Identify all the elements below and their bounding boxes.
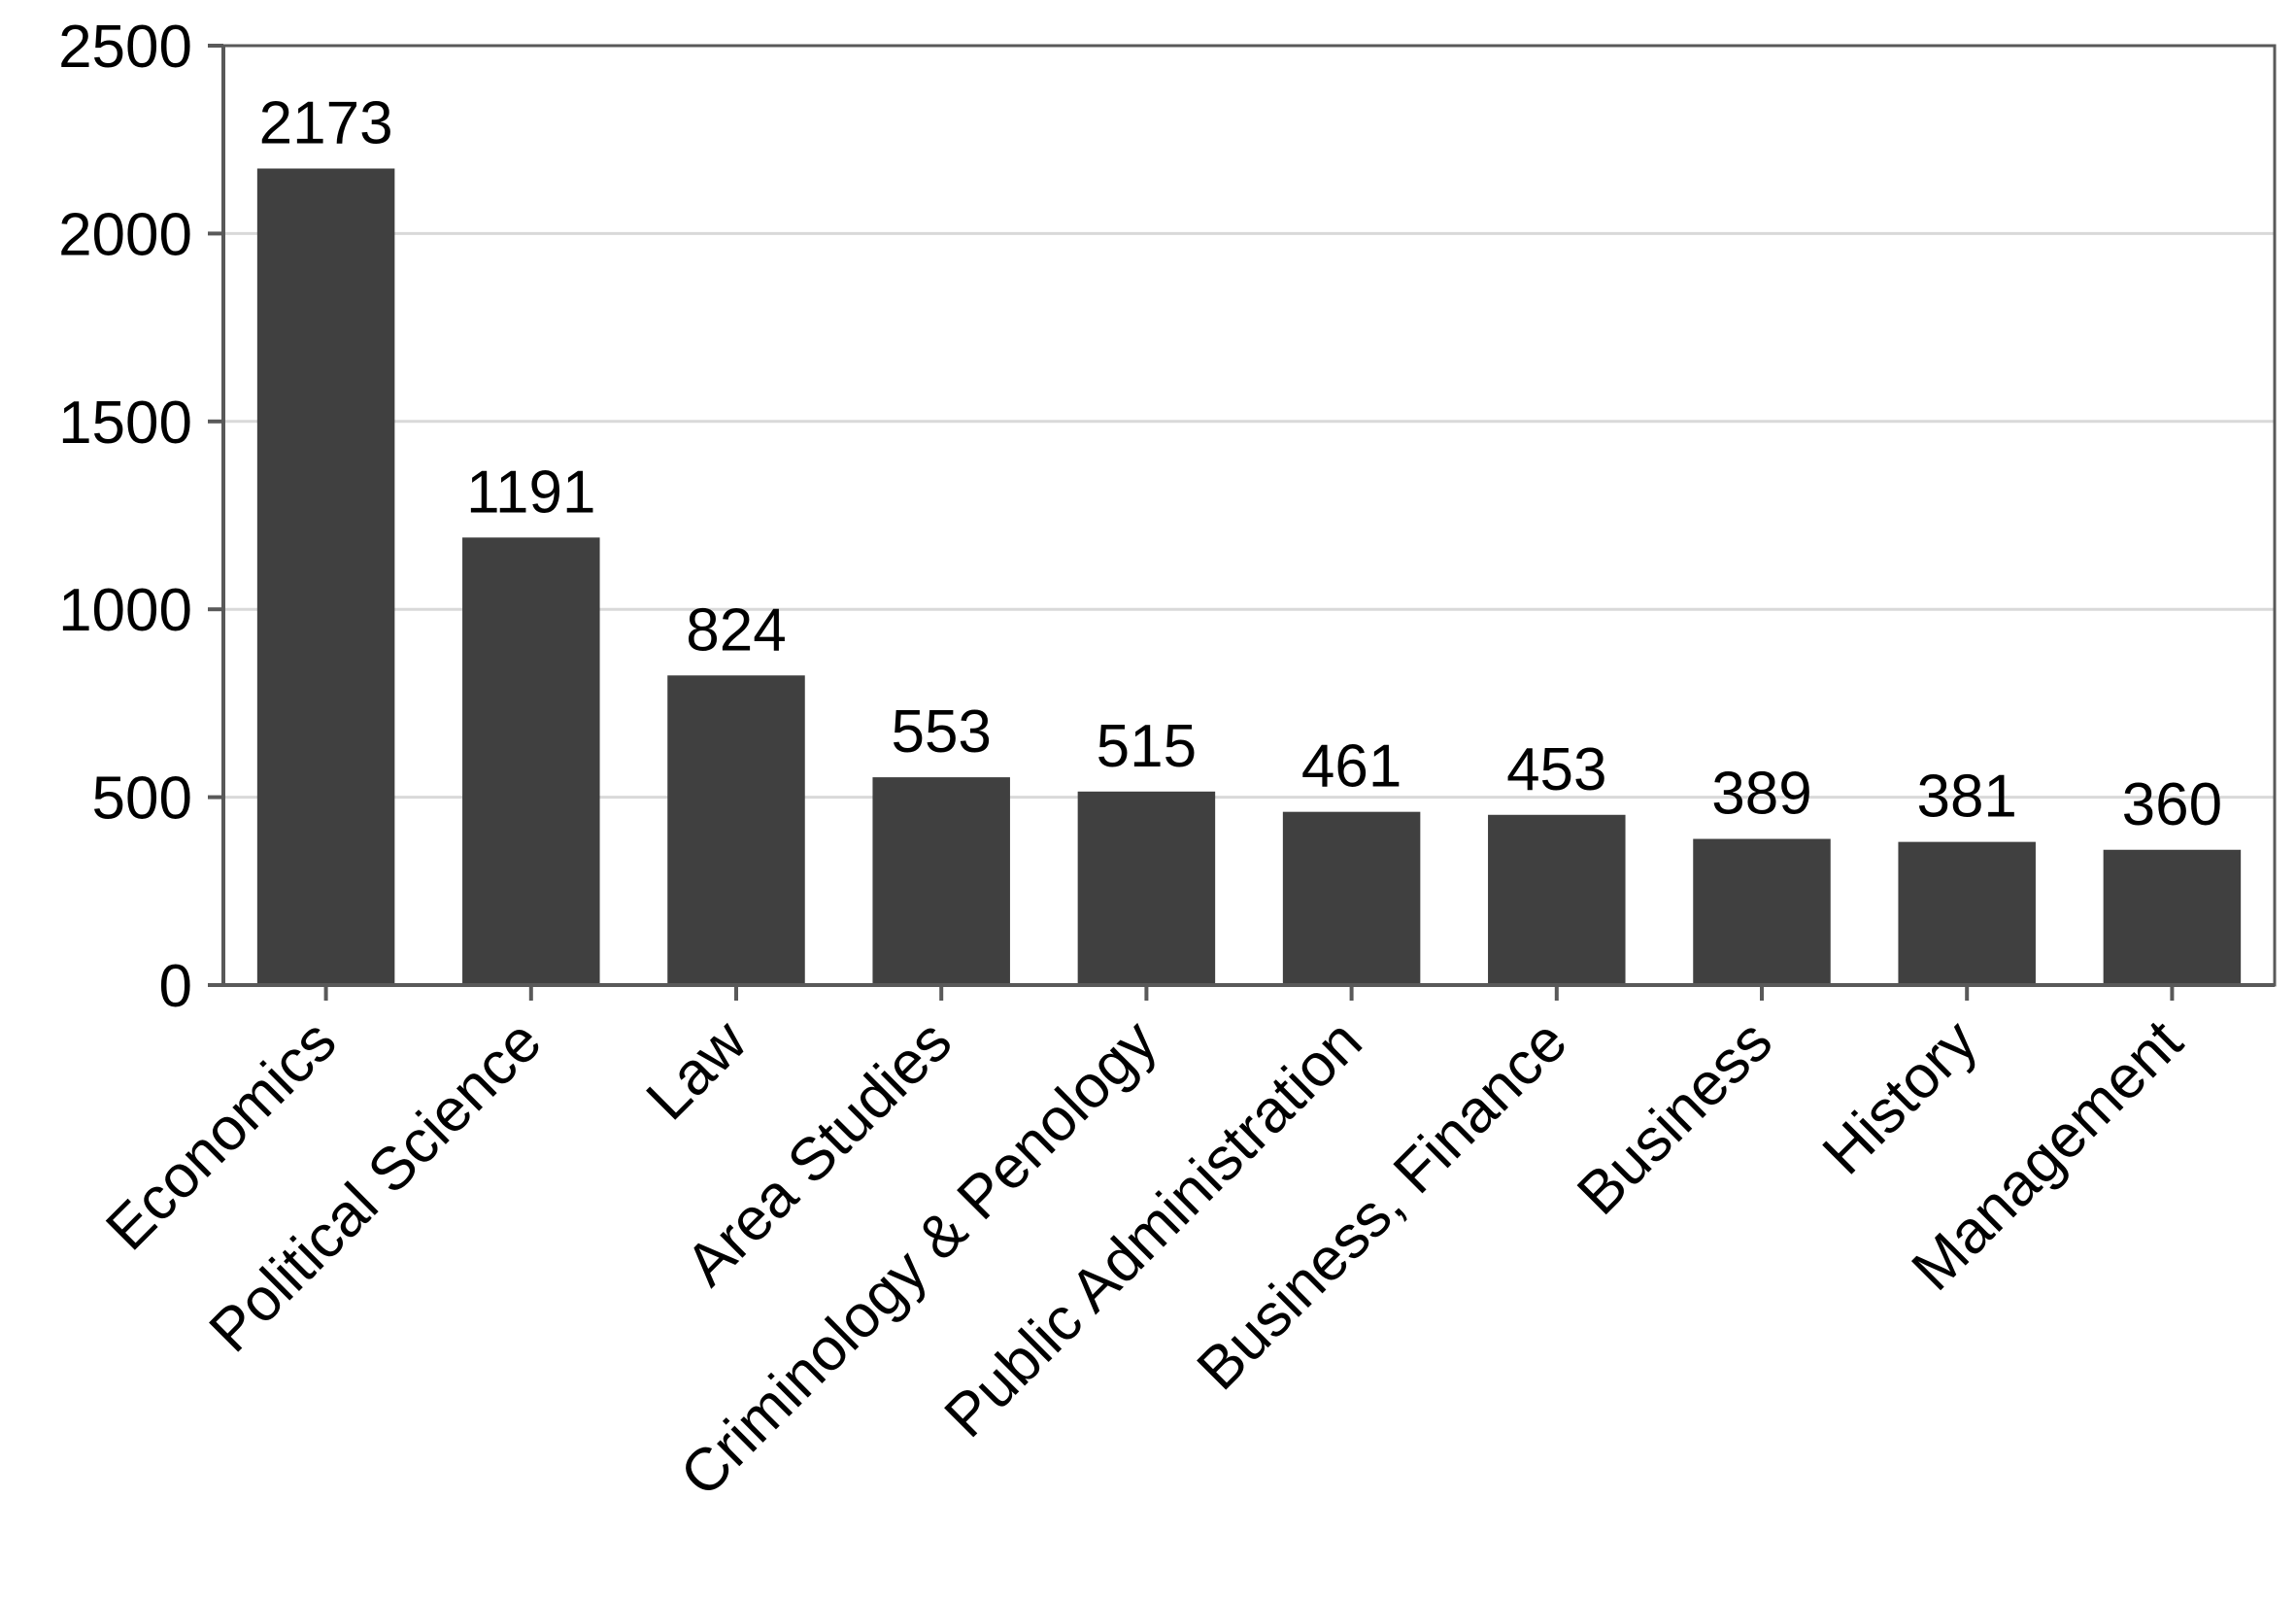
bar — [2103, 849, 2242, 985]
x-tick-label: Business, Finance — [1185, 1007, 1580, 1403]
y-tick-label: 2500 — [58, 14, 192, 81]
bar — [256, 168, 395, 986]
data-label: 389 — [1711, 761, 1811, 828]
bar — [1488, 814, 1626, 985]
data-label: 461 — [1301, 733, 1401, 800]
bars — [256, 168, 2242, 986]
data-label: 360 — [2122, 771, 2222, 838]
data-label: 453 — [1506, 736, 1606, 803]
bar — [1898, 841, 2036, 985]
data-label: 515 — [1097, 713, 1197, 780]
bar — [1282, 811, 1421, 985]
data-label: 824 — [686, 596, 786, 664]
data-label: 1191 — [466, 459, 595, 526]
x-tick-label: Law — [634, 1007, 760, 1133]
y-tick-label: 500 — [92, 766, 192, 833]
bar — [667, 675, 805, 985]
y-tick-label: 2000 — [58, 201, 192, 268]
y-tick-label: 1500 — [58, 390, 192, 457]
bar — [462, 537, 600, 985]
x-tick-label: History — [1810, 1007, 1990, 1187]
bar — [1077, 791, 1216, 985]
x-tick-label: Public Administration — [932, 1007, 1375, 1450]
y-tick-label: 1000 — [58, 577, 192, 644]
axes — [208, 44, 2277, 1001]
bar — [1693, 838, 1831, 985]
data-label: 2173 — [259, 89, 393, 156]
data-label: 381 — [1916, 764, 2016, 831]
x-tick-label: Business — [1565, 1007, 1785, 1228]
y-tick-label: 0 — [159, 953, 192, 1020]
data-label: 553 — [891, 698, 991, 766]
bar — [872, 777, 1010, 985]
